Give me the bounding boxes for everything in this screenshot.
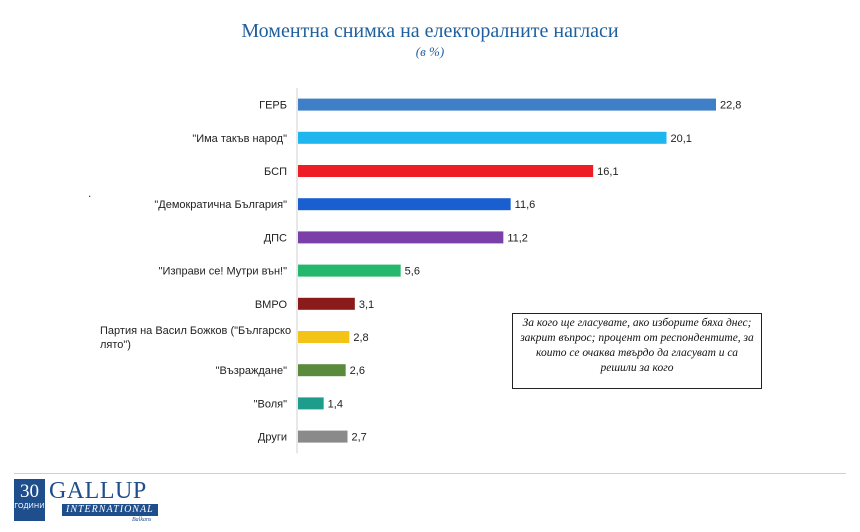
logo-region: Balkans	[132, 517, 152, 523]
category-label: ГЕРБ	[259, 100, 287, 112]
footer-divider	[14, 473, 846, 474]
data-label: 5,6	[405, 266, 420, 278]
bar	[298, 364, 346, 377]
logo-international: INTERNATIONAL	[62, 504, 158, 516]
data-label: 16,1	[597, 166, 618, 178]
bar	[298, 165, 594, 177]
logo-anniversary-badge: 30 ГОДИНИ	[14, 479, 45, 521]
data-label: 2,8	[353, 332, 368, 344]
bar	[298, 131, 667, 144]
gallup-logo: 30 ГОДИНИ GALLUP INTERNATIONAL Balkans	[14, 479, 164, 525]
category-label: "Възраждане"	[216, 365, 287, 377]
bar	[298, 397, 324, 410]
data-label: 22,8	[720, 100, 741, 112]
data-label: 3,1	[359, 299, 374, 311]
bar	[298, 331, 350, 343]
data-label: 11,6	[515, 199, 536, 211]
category-label: "Има такъв народ"	[192, 133, 287, 145]
chart-subtitle: (в %)	[415, 44, 445, 59]
logo-number: 30	[20, 481, 39, 502]
chart-title: Моментна снимка на електоралните нагласи	[241, 20, 619, 42]
logo-years: ГОДИНИ	[14, 503, 45, 510]
bar	[298, 264, 401, 277]
bar	[298, 198, 511, 211]
data-label: 11,2	[507, 232, 528, 244]
data-label: 20,1	[671, 133, 692, 145]
category-label: "Изправи се! Мутри вън!"	[159, 266, 287, 278]
bar	[298, 231, 504, 244]
category-label: "Воля"	[254, 398, 287, 410]
category-label: БСП	[264, 166, 287, 178]
bar	[298, 297, 355, 310]
stray-dot: .	[88, 186, 92, 200]
bar	[298, 430, 348, 443]
category-label: Партия на Васил Божков ("Българско лято")	[100, 325, 291, 351]
data-label: 2,6	[350, 365, 365, 377]
category-label: ВМРО	[255, 299, 288, 311]
methodology-note: За кого ще гласувате, ако изборите бяха …	[512, 313, 762, 389]
category-label: ДПС	[264, 232, 287, 244]
logo-wordmark: GALLUP	[49, 478, 147, 504]
category-label: "Демократична България"	[154, 199, 287, 211]
category-label: Други	[258, 432, 287, 444]
bar-chart: 22,8 ГЕРБ 20,1 "Има такъв народ" 16,1 БСП 11,6…	[100, 88, 741, 454]
data-label: 2,7	[352, 432, 367, 444]
bar	[298, 98, 716, 111]
data-label: 1,4	[328, 398, 343, 410]
